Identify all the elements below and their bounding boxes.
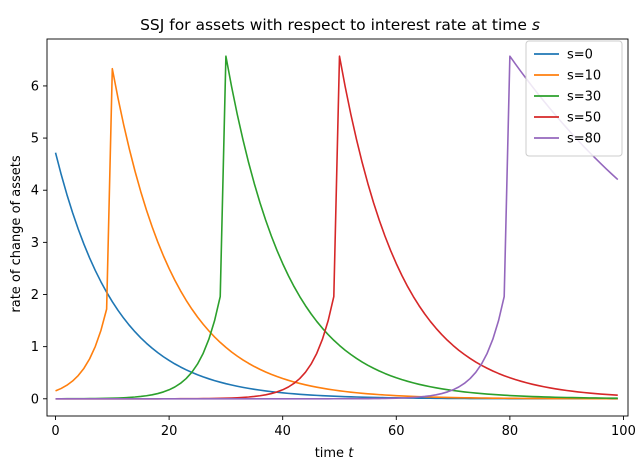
series-line-2 [55, 55, 618, 400]
legend-label-0: s=0 [567, 48, 593, 63]
x-tick-label: 80 [502, 424, 519, 439]
legend-label-2: s=30 [567, 90, 601, 105]
x-axis: 0 20 40 60 80 100 [51, 416, 636, 439]
x-tick-label: 60 [388, 424, 405, 439]
series-line-1 [55, 67, 618, 400]
chart-title: SSJ for assets with respect to interest … [140, 16, 540, 34]
x-axis-label-italic: t [348, 446, 354, 461]
plot-frame [46, 38, 629, 417]
y-tick-label: 2 [31, 288, 39, 303]
legend-label-1: s=10 [567, 69, 601, 84]
x-tick-label: 20 [161, 424, 178, 439]
x-tick-label: 40 [274, 424, 291, 439]
plot-area [46, 38, 629, 417]
legend: s=0 s=10 s=30 s=50 s=80 [525, 40, 623, 157]
series-line-4 [55, 55, 619, 400]
y-tick-label: 1 [31, 340, 39, 355]
chart-title-italic: s [532, 16, 540, 34]
legend-label-3: s=50 [567, 111, 601, 126]
y-axis-label: rate of change of assets [9, 155, 24, 312]
legend-label-4: s=80 [567, 132, 601, 147]
y-tick-label: 3 [31, 236, 39, 251]
y-tick-label: 4 [31, 184, 39, 199]
x-axis-label-text: time [315, 446, 349, 461]
y-tick-label: 0 [31, 392, 39, 407]
x-axis-label: time t [315, 446, 355, 461]
x-tick-label: 100 [611, 424, 636, 439]
x-tick-label: 0 [51, 424, 59, 439]
y-tick-label: 6 [31, 79, 39, 94]
y-axis: 0 1 2 3 4 5 6 [31, 79, 47, 407]
legend-box [525, 40, 623, 157]
chart-title-text: SSJ for assets with respect to interest … [140, 16, 532, 34]
y-tick-label: 5 [31, 132, 39, 147]
